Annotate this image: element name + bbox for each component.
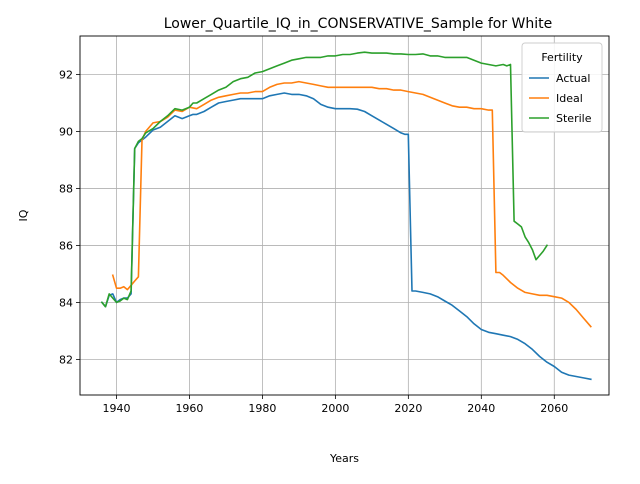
- y-tick-label: 90: [59, 125, 73, 138]
- x-axis-ticks: 1940 1960 1980 2000 2020 2040 2060: [102, 395, 568, 415]
- x-tick-label: 2040: [467, 402, 495, 415]
- y-tick-label: 84: [59, 296, 73, 309]
- x-axis-label: Years: [329, 452, 359, 465]
- x-tick-label: 1940: [102, 402, 130, 415]
- legend: Fertility Actual Ideal Sterile: [521, 42, 603, 133]
- grid: [80, 36, 609, 395]
- legend-entries: Actual Ideal Sterile: [529, 72, 592, 125]
- series-lines: [100, 51, 592, 381]
- x-tick-label: 2060: [540, 402, 568, 415]
- series-line-ideal: [111, 80, 592, 328]
- y-tick-label: 88: [59, 182, 73, 195]
- y-tick-label: 82: [59, 353, 73, 366]
- x-tick-label: 2020: [394, 402, 422, 415]
- series-line-actual: [100, 92, 592, 381]
- plot-area-frame: [79, 35, 610, 396]
- legend-box: [521, 42, 603, 133]
- legend-label-ideal: Ideal: [556, 92, 583, 105]
- chart-title: Lower_Quartile_IQ_in_CONSERVATIVE_Sample…: [164, 16, 553, 32]
- x-tick-label: 2000: [321, 402, 349, 415]
- y-axis-ticks: 82 84 86 88 90 92: [59, 68, 80, 366]
- legend-label-sterile: Sterile: [556, 112, 592, 125]
- legend-title: Fertility: [541, 51, 583, 64]
- x-tick-label: 1980: [248, 402, 276, 415]
- y-axis-label: IQ: [17, 209, 30, 221]
- x-tick-label: 1960: [175, 402, 203, 415]
- series-line-sterile: [100, 51, 549, 308]
- y-tick-label: 92: [59, 68, 73, 81]
- legend-label-actual: Actual: [556, 72, 590, 85]
- y-tick-label: 86: [59, 239, 73, 252]
